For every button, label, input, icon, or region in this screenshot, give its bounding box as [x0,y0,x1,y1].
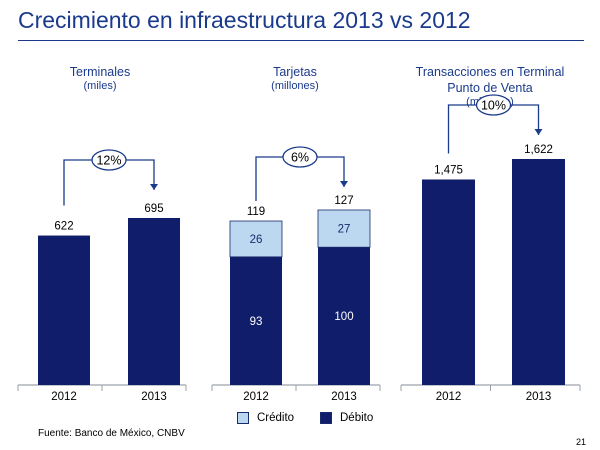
total-label-tarjetas-2012: 119 [247,206,265,218]
x-tick-label-transacciones-2012: 2012 [436,391,462,403]
value-label-terminales-2013: 695 [144,203,163,215]
bar-terminales-2012 [38,235,90,385]
value-label-terminales-2012: 622 [54,221,73,233]
value-label-credito-2013: 27 [338,224,351,236]
legend-item-debito: Débito [320,412,373,424]
legend-label-credito: Crédito [257,412,295,424]
panel-title-tarjetas: Tarjetas [273,65,317,79]
growth-label-tarjetas: 6% [291,151,309,165]
slide-title: Crecimiento en infraestructura 2013 vs 2… [18,7,471,33]
panel-title-terminales: Terminales [69,65,131,79]
growth-arrowhead-transacciones [534,129,543,135]
growth-arrowhead-terminales [150,184,158,190]
bar-credito-2012 [229,220,283,258]
bar-transacciones-2012 [422,179,475,385]
value-label-debito-2012: 93 [250,316,263,328]
x-tick-label-tarjetas-2012: 2012 [243,391,269,403]
x-tick-label-terminales-2012: 2012 [51,391,77,403]
value-label-credito-2012: 26 [250,234,263,246]
growth-badge-transacciones [475,94,512,116]
legend-item-credito: Crédito [237,412,294,424]
x-tick-label-transacciones-2013: 2013 [526,391,552,403]
bar-terminales-2013 [128,218,180,385]
growth-label-terminales: 12% [96,154,121,168]
panel-subtitle-terminales: (miles) [83,80,117,92]
legend-swatch-debito [320,412,332,424]
panel-title-transacciones-line2: Punto de Venta [447,81,533,95]
bar-debito-2012 [230,256,282,385]
source-note: Fuente: Banco de México, CNBV [38,428,185,439]
panel-subtitle-tarjetas: (millones) [271,80,319,92]
bar-credito-2013 [317,209,371,248]
x-tick-label-tarjetas-2013: 2013 [331,391,357,403]
page-number: 21 [575,437,586,447]
value-label-transacciones-2013: 1,622 [524,144,553,156]
growth-arrowhead-tarjetas [340,181,348,187]
growth-label-transacciones: 10% [481,99,506,113]
x-tick-label-terminales-2013: 2013 [141,391,167,403]
legend-label-debito: Débito [340,412,374,424]
title-divider [18,40,584,41]
legend-swatch-credito [237,412,249,424]
bar-transacciones-2013 [512,159,565,385]
total-label-tarjetas-2013: 127 [334,195,353,207]
growth-badge-tarjetas [282,146,318,168]
value-label-transacciones-2012: 1,475 [434,164,463,176]
value-label-debito-2013: 100 [334,311,353,323]
bar-debito-2013 [318,247,370,385]
panel-title-transacciones-line1: Transacciones en Terminal [415,65,565,79]
growth-badge-terminales [91,149,127,171]
